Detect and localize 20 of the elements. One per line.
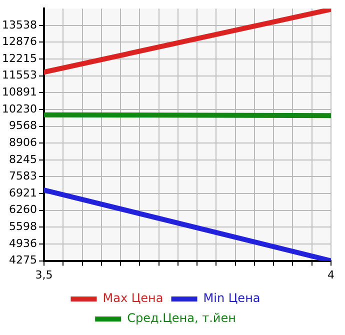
- legend-label: Сред.Цена, т.йен: [127, 311, 236, 326]
- x-tick-label: 3,5: [35, 268, 53, 282]
- y-tick-label: 4275: [8, 254, 37, 267]
- legend-label: Max Цена: [102, 291, 164, 306]
- y-tick-label: 6921: [8, 186, 37, 200]
- legend-label: Min Цена: [203, 291, 260, 306]
- y-tick-label: 5598: [8, 220, 37, 234]
- y-tick-label: 7583: [8, 170, 37, 183]
- y-tick-label: 12876: [2, 35, 37, 48]
- y-tick-label: 9568: [8, 119, 37, 132]
- y-tick-label: 4936: [8, 236, 37, 250]
- y-tick-label: 8245: [8, 152, 37, 166]
- y-tick-label: 10891: [2, 86, 37, 99]
- x-tick-label: 4: [328, 268, 334, 282]
- y-tick-label: 12215: [2, 52, 37, 65]
- y-tick-label: 10230: [2, 102, 37, 116]
- y-tick-label: 6260: [8, 203, 37, 216]
- y-tick-label: 8906: [8, 136, 37, 149]
- y-tick-label: 13538: [2, 18, 37, 32]
- y-tick-label: 11553: [2, 68, 37, 82]
